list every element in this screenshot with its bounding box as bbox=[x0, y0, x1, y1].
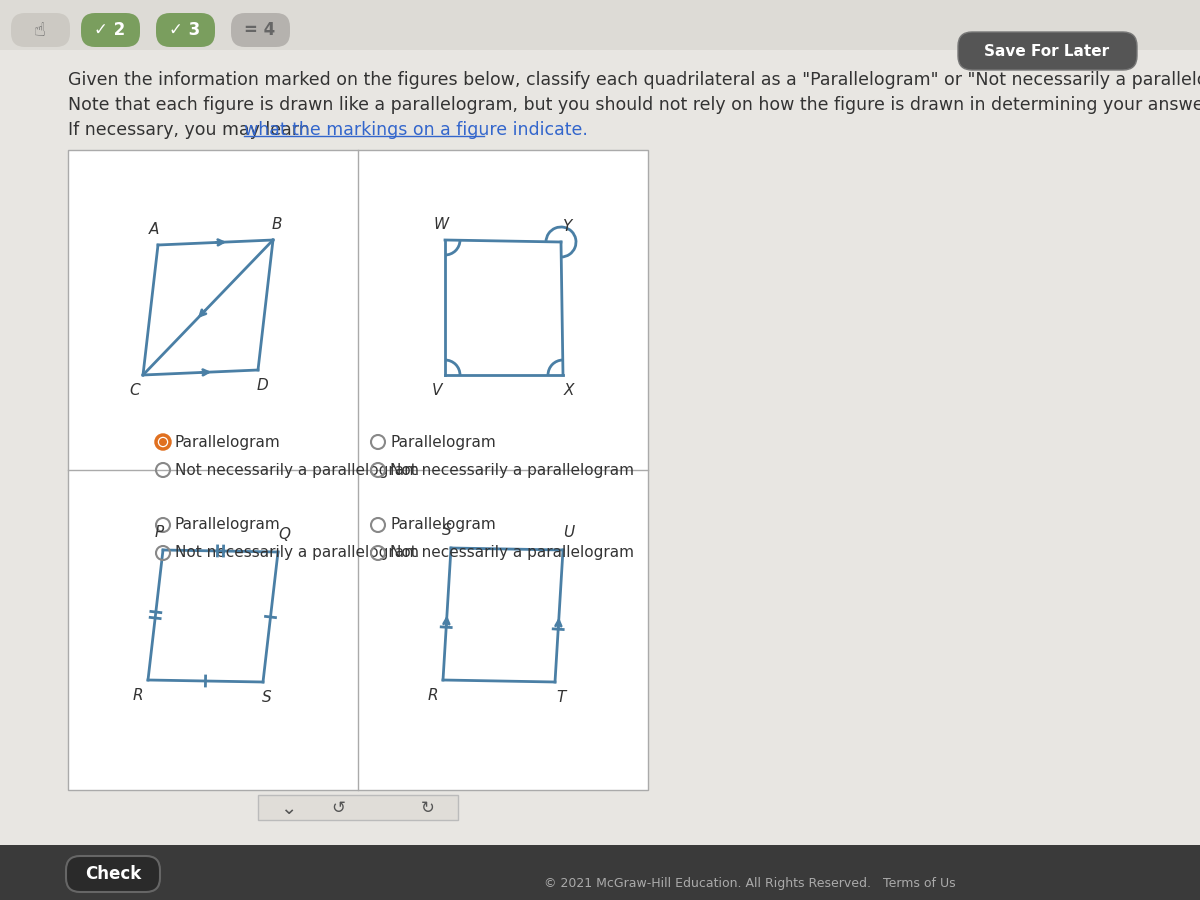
Text: V: V bbox=[432, 383, 442, 398]
FancyBboxPatch shape bbox=[156, 13, 215, 47]
Text: ↺: ↺ bbox=[331, 799, 344, 817]
Text: W: W bbox=[433, 217, 449, 232]
Text: If necessary, you may learn: If necessary, you may learn bbox=[68, 121, 316, 139]
Text: Not necessarily a parallelogram: Not necessarily a parallelogram bbox=[390, 463, 634, 478]
Bar bbox=[0, 0, 1200, 50]
Text: S: S bbox=[442, 523, 452, 538]
Text: Parallelogram: Parallelogram bbox=[390, 435, 496, 449]
Text: Not necessarily a parallelogram: Not necessarily a parallelogram bbox=[390, 545, 634, 561]
FancyBboxPatch shape bbox=[230, 13, 290, 47]
FancyBboxPatch shape bbox=[66, 856, 160, 892]
Text: what the markings on a figure indicate.: what the markings on a figure indicate. bbox=[245, 121, 588, 139]
Text: Parallelogram: Parallelogram bbox=[175, 435, 281, 449]
Text: Parallelogram: Parallelogram bbox=[175, 518, 281, 533]
Text: ☝: ☝ bbox=[34, 21, 46, 40]
Text: R: R bbox=[133, 688, 143, 703]
Text: ✓ 3: ✓ 3 bbox=[169, 21, 200, 39]
Bar bbox=[0, 845, 1200, 900]
Text: ⌄: ⌄ bbox=[280, 798, 296, 817]
FancyBboxPatch shape bbox=[82, 13, 140, 47]
Text: U: U bbox=[564, 525, 575, 540]
Text: Q: Q bbox=[278, 527, 290, 542]
Text: Given the information marked on the figures below, classify each quadrilateral a: Given the information marked on the figu… bbox=[68, 71, 1200, 89]
Text: © 2021 McGraw-Hill Education. All Rights Reserved.   Terms of Us: © 2021 McGraw-Hill Education. All Rights… bbox=[544, 877, 956, 890]
FancyBboxPatch shape bbox=[958, 32, 1138, 70]
Text: ✓ 2: ✓ 2 bbox=[95, 21, 126, 39]
FancyBboxPatch shape bbox=[11, 13, 70, 47]
Text: X: X bbox=[564, 383, 575, 398]
Text: Check: Check bbox=[85, 865, 142, 883]
Text: Note that each figure is drawn like a parallelogram, but you should not rely on : Note that each figure is drawn like a pa… bbox=[68, 96, 1200, 114]
Bar bbox=[68, 150, 648, 790]
Bar bbox=[258, 795, 458, 820]
Text: D: D bbox=[256, 378, 268, 393]
Text: Y: Y bbox=[563, 219, 571, 234]
Text: Not necessarily a parallelogram: Not necessarily a parallelogram bbox=[175, 545, 419, 561]
Text: ↻: ↻ bbox=[421, 799, 434, 817]
Text: = 4: = 4 bbox=[245, 21, 276, 39]
Text: T: T bbox=[557, 690, 565, 705]
Text: C: C bbox=[130, 383, 140, 398]
Circle shape bbox=[158, 438, 167, 446]
Text: Not necessarily a parallelogram: Not necessarily a parallelogram bbox=[175, 463, 419, 478]
Text: A: A bbox=[149, 222, 160, 237]
Text: P: P bbox=[155, 525, 163, 540]
Text: R: R bbox=[427, 688, 438, 703]
Text: Save For Later: Save For Later bbox=[984, 43, 1110, 58]
Text: B: B bbox=[271, 217, 282, 232]
Text: Parallelogram: Parallelogram bbox=[390, 518, 496, 533]
Text: S: S bbox=[262, 690, 272, 705]
